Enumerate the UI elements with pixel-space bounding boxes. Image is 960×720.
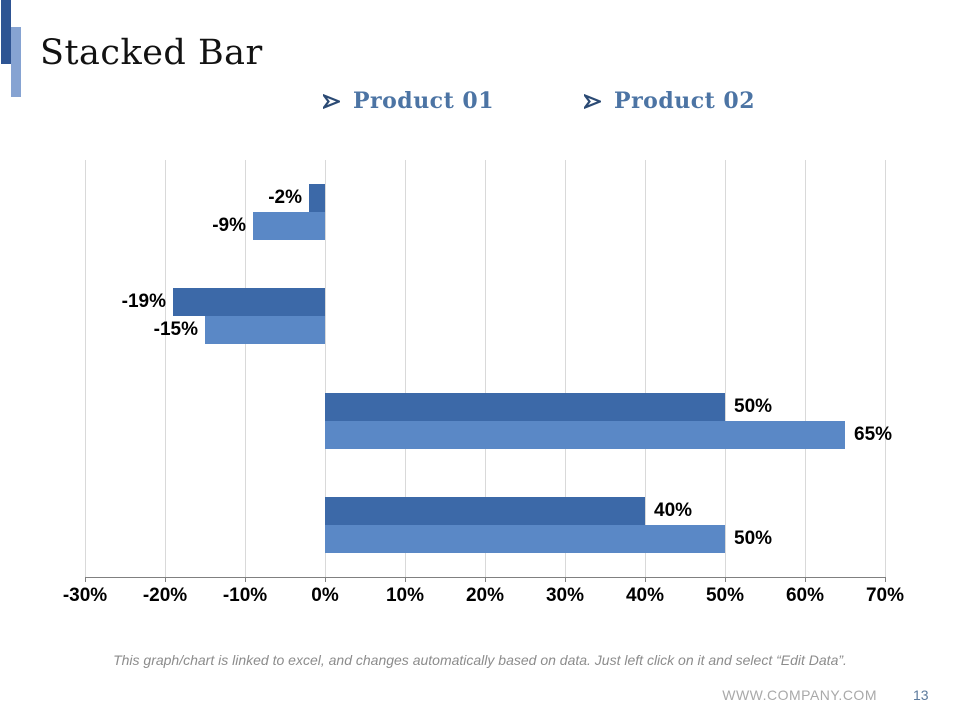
gridline bbox=[645, 160, 646, 577]
page-title: Stacked Bar bbox=[40, 33, 263, 73]
website-link[interactable]: WWW.COMPANY.COM bbox=[722, 687, 877, 703]
page-number: 13 bbox=[913, 687, 929, 703]
x-axis-tick-label: 70% bbox=[865, 585, 905, 606]
axis-tick bbox=[85, 577, 86, 582]
x-axis-line bbox=[85, 577, 885, 578]
gridline bbox=[325, 160, 326, 577]
bar-segment bbox=[309, 184, 325, 213]
gridline bbox=[405, 160, 406, 577]
axis-tick bbox=[805, 577, 806, 582]
bar-data-label: 50% bbox=[734, 395, 773, 417]
gridline bbox=[85, 160, 86, 577]
legend-item-product-01: Product 01 bbox=[320, 88, 495, 114]
gridline bbox=[485, 160, 486, 577]
x-axis-tick-label: 10% bbox=[385, 585, 425, 606]
bar-segment bbox=[173, 288, 325, 317]
accent-bar-light bbox=[11, 27, 21, 97]
x-axis-tick-label: -10% bbox=[222, 585, 268, 606]
x-axis-tick-label: 30% bbox=[545, 585, 585, 606]
legend-label: Product 02 bbox=[614, 88, 756, 114]
x-axis-tick-label: 40% bbox=[625, 585, 665, 606]
legend-item-product-02: Product 02 bbox=[581, 88, 756, 114]
gridline bbox=[725, 160, 726, 577]
legend-label: Product 01 bbox=[353, 88, 495, 114]
gridline bbox=[165, 160, 166, 577]
bar-segment bbox=[325, 496, 645, 525]
bar-data-label: -9% bbox=[212, 215, 246, 237]
arrowhead-right-icon bbox=[320, 92, 342, 110]
bar-segment bbox=[325, 524, 725, 553]
bar-data-label: -2% bbox=[268, 187, 302, 209]
accent-bar-dark bbox=[1, 0, 11, 64]
x-axis-tick-label: -20% bbox=[142, 585, 188, 606]
bar-segment bbox=[325, 392, 725, 421]
arrowhead-right-icon bbox=[581, 92, 603, 110]
axis-tick bbox=[245, 577, 246, 582]
x-axis-tick-label: 20% bbox=[465, 585, 505, 606]
x-axis-tick-label: 0% bbox=[311, 585, 339, 606]
bar-data-label: -15% bbox=[153, 319, 198, 341]
axis-tick bbox=[725, 577, 726, 582]
gridline bbox=[805, 160, 806, 577]
x-axis-tick-label: 50% bbox=[705, 585, 745, 606]
axis-tick bbox=[565, 577, 566, 582]
axis-tick bbox=[485, 577, 486, 582]
footer-note: This graph/chart is linked to excel, and… bbox=[113, 652, 847, 668]
gridline bbox=[565, 160, 566, 577]
x-axis-tick-label: 60% bbox=[785, 585, 825, 606]
x-axis-tick-label: -30% bbox=[62, 585, 108, 606]
bar-segment bbox=[205, 316, 325, 345]
axis-tick bbox=[325, 577, 326, 582]
axis-tick bbox=[645, 577, 646, 582]
gridline bbox=[245, 160, 246, 577]
axis-tick bbox=[405, 577, 406, 582]
axis-tick bbox=[165, 577, 166, 582]
bar-data-label: 50% bbox=[734, 527, 773, 549]
chart-legend: Product 01 Product 02 bbox=[320, 88, 756, 114]
bar-data-label: 65% bbox=[854, 423, 893, 445]
axis-tick bbox=[885, 577, 886, 582]
bar-data-label: -19% bbox=[121, 291, 166, 313]
bar-segment bbox=[253, 212, 325, 241]
gridline bbox=[885, 160, 886, 577]
bar-segment bbox=[325, 420, 845, 449]
bar-data-label: 40% bbox=[654, 499, 693, 521]
